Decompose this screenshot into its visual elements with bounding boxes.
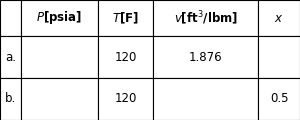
Bar [21,0,98,36]
Text: $\it{T}$[F]: $\it{T}$[F] [112,10,139,26]
Text: 0.5: 0.5 [270,93,288,105]
Text: $\it{x}$: $\it{x}$ [274,12,284,24]
Bar [0,36,21,78]
Text: 1.876: 1.876 [189,51,223,63]
Bar [258,0,300,36]
Bar [154,36,258,78]
Bar [21,36,98,78]
Text: b.: b. [5,93,16,105]
Bar [21,78,98,120]
Text: $\it{v}$[ft$^3$/lbm]: $\it{v}$[ft$^3$/lbm] [174,9,238,27]
Bar [258,36,300,78]
Bar [258,78,300,120]
Bar [98,36,154,78]
Bar [98,78,154,120]
Text: $\it{P}$[psia]: $\it{P}$[psia] [36,9,82,27]
Text: 120: 120 [114,51,137,63]
Text: a.: a. [5,51,16,63]
Bar [154,78,258,120]
Bar [154,0,258,36]
Bar [0,78,21,120]
Bar [98,0,154,36]
Bar [0,0,21,36]
Text: 120: 120 [114,93,137,105]
